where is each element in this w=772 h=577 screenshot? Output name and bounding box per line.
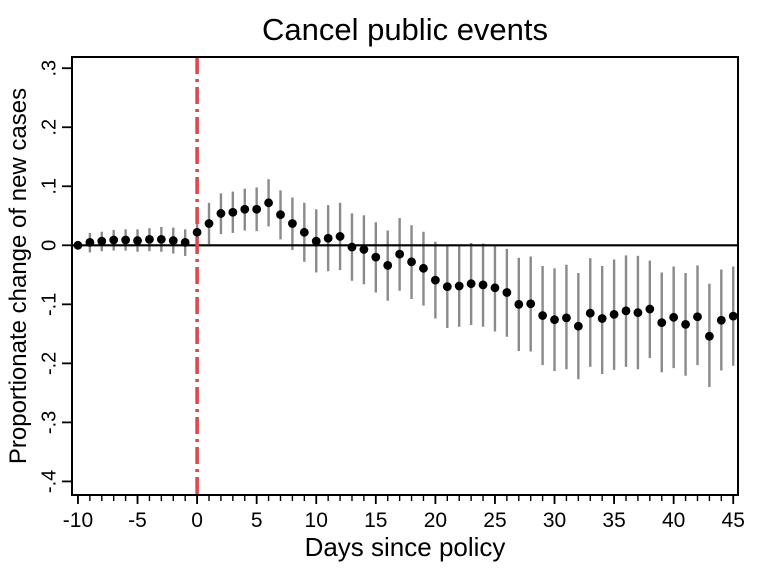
x-tick-label: 0 — [191, 509, 203, 532]
data-point — [121, 235, 131, 245]
y-tick-label: -.3 — [38, 411, 60, 434]
y-tick-label: -.4 — [38, 470, 60, 493]
x-tick-label: 35 — [602, 509, 625, 532]
y-tick-label: 0 — [38, 240, 60, 251]
data-point — [180, 237, 190, 247]
data-point — [526, 299, 536, 309]
data-point — [454, 281, 464, 291]
data-point — [288, 219, 297, 228]
data-point — [359, 245, 369, 254]
data-point — [395, 249, 405, 259]
y-tick-label: .2 — [38, 119, 60, 136]
data-point — [669, 312, 679, 322]
data-point — [621, 306, 631, 316]
data-point — [311, 236, 321, 246]
x-tick-label: 20 — [424, 509, 447, 532]
data-point — [442, 282, 452, 292]
data-point — [371, 252, 381, 262]
plot-area: .3 .2 .1 0 -.1 -.2 -.3 -.4-10 -5 0 5 10 15 20 25 30 35 40… — [38, 56, 745, 532]
data-point — [73, 240, 83, 250]
y-tick-label: .3 — [38, 60, 60, 77]
data-point — [597, 314, 607, 323]
data-point — [276, 210, 285, 220]
data-point — [681, 320, 690, 329]
x-tick-label: 45 — [722, 509, 745, 532]
x-axis-label: Days since policy — [305, 532, 506, 562]
data-point — [133, 236, 142, 245]
data-point — [657, 318, 667, 328]
data-point — [430, 275, 440, 285]
data-point — [156, 235, 166, 244]
data-point — [478, 280, 488, 290]
x-tick-label: 10 — [305, 509, 328, 532]
data-point — [609, 309, 619, 319]
data-point — [252, 204, 262, 214]
y-axis-label: Proportionate change of new cases — [5, 88, 32, 464]
data-point — [347, 242, 357, 252]
data-point — [585, 308, 595, 318]
x-tick-label: -5 — [128, 509, 147, 532]
data-point — [562, 313, 571, 323]
data-point — [502, 288, 512, 297]
data-point — [192, 227, 202, 237]
data-point — [693, 312, 702, 322]
data-point — [419, 263, 428, 273]
data-point — [514, 299, 524, 309]
x-tick-label: 5 — [251, 509, 263, 532]
data-point — [97, 236, 107, 246]
data-point — [145, 235, 154, 244]
data-point — [168, 236, 178, 245]
data-point — [705, 331, 714, 341]
data-point — [383, 260, 393, 270]
y-tick-label: -.2 — [38, 352, 60, 375]
data-point — [323, 233, 333, 243]
data-point — [85, 237, 95, 247]
data-point — [109, 235, 119, 245]
y-tick-label: -.1 — [38, 293, 60, 316]
data-point — [335, 232, 345, 241]
x-tick-label: 30 — [543, 509, 566, 532]
data-point — [633, 308, 643, 317]
data-point — [716, 315, 726, 325]
x-tick-label: 15 — [364, 509, 387, 532]
data-point — [216, 209, 226, 218]
plot-border — [71, 56, 739, 496]
x-tick-label: -10 — [63, 509, 93, 532]
data-point — [264, 198, 273, 208]
data-point — [645, 304, 655, 314]
data-point — [728, 311, 738, 321]
data-point — [240, 204, 250, 214]
data-point — [299, 227, 309, 237]
x-tick-label: 40 — [662, 509, 685, 532]
chart-title: Cancel public events — [262, 12, 548, 47]
data-point — [204, 219, 214, 228]
data-point — [228, 207, 238, 217]
data-point — [490, 283, 500, 293]
data-point — [573, 321, 583, 331]
y-tick-label: .1 — [38, 178, 60, 195]
x-tick-label: 25 — [483, 509, 506, 532]
data-point — [550, 315, 559, 325]
data-point — [466, 279, 476, 289]
data-point — [407, 257, 416, 267]
data-point — [538, 311, 548, 320]
